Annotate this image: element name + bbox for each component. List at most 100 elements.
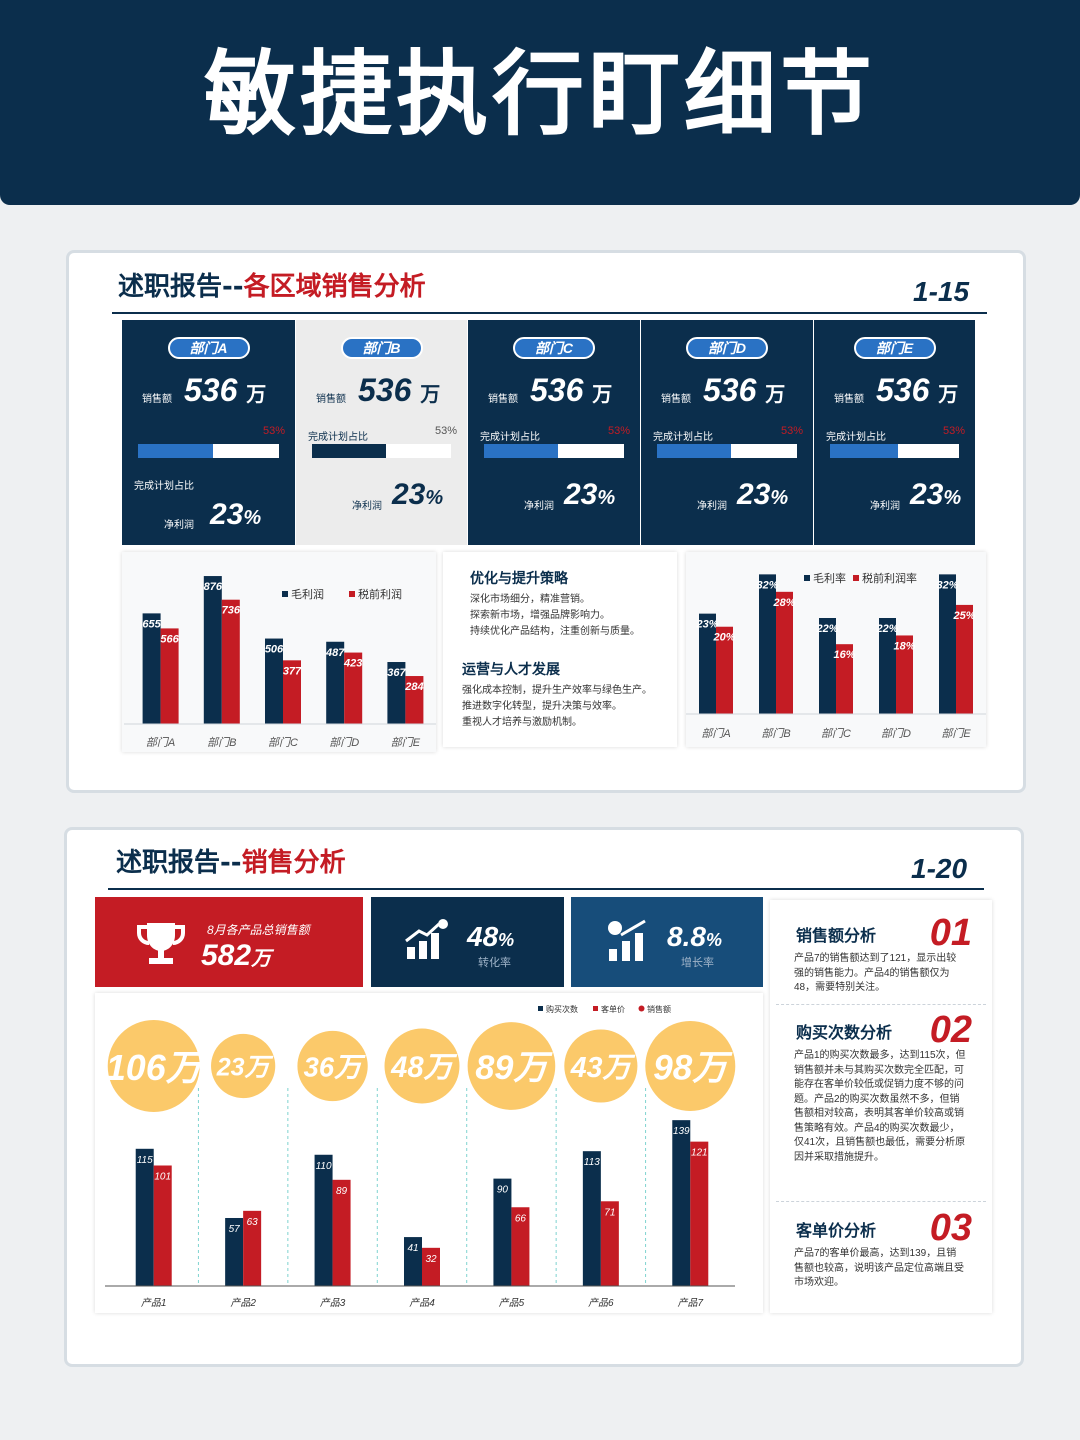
bar-客单价 bbox=[243, 1210, 262, 1286]
bar-税前利润 bbox=[221, 599, 240, 724]
bar-客单价 bbox=[422, 1247, 440, 1286]
sales-value-wrap: 536 万 bbox=[703, 372, 785, 409]
plan-progress-bar bbox=[657, 444, 797, 458]
sales-bubble-label: 106万 bbox=[106, 1048, 208, 1088]
margin-chart-panel: 23% 20% 部门A 32% 28% 部门B 22% 16% 部门C 22% 18% 部门D 32% 2… bbox=[680, 552, 990, 747]
bar-税前利润率 bbox=[896, 635, 913, 714]
profit-value: 23 bbox=[737, 478, 771, 511]
sales-bubble bbox=[467, 1022, 556, 1110]
category-label: 产品2 bbox=[230, 1297, 256, 1309]
kpi-conv-unit: % bbox=[498, 930, 515, 950]
bar-税前利润率 bbox=[716, 626, 733, 714]
data-label: 139 bbox=[673, 1126, 690, 1137]
bar-购买次数 bbox=[225, 1217, 244, 1286]
sales-bubble bbox=[297, 1030, 368, 1102]
analysis-divider bbox=[776, 1004, 986, 1005]
bar-税前利润 bbox=[405, 676, 424, 724]
bar-客单价 bbox=[153, 1165, 172, 1286]
data-label: 20% bbox=[712, 632, 735, 644]
department-name-pill: 部门A bbox=[167, 337, 250, 359]
plan-percent: 53% bbox=[434, 425, 457, 437]
analysis-number: 02 bbox=[929, 1009, 972, 1051]
strategy-list-1: 深化市场细分，精准营销。 探索新市场，增强品牌影响力。 持续优化产品结构，注重创新与… bbox=[470, 592, 640, 640]
data-label: 566 bbox=[160, 633, 179, 645]
plan-label: 完成计划占比 bbox=[134, 481, 194, 492]
kpi-conv-value-wrap: 48% bbox=[467, 921, 514, 953]
strategy-item: 持续优化产品结构，注重创新与质量。 bbox=[470, 626, 640, 637]
section1-title-main: 述职报告-- bbox=[118, 272, 244, 302]
data-label: 90 bbox=[497, 1185, 509, 1196]
sales-label: 销售额 bbox=[834, 394, 864, 405]
data-label: 487 bbox=[325, 647, 345, 659]
kpi-total-value: 582 bbox=[201, 939, 252, 972]
sales-value: 536 bbox=[530, 372, 584, 408]
data-label: 655 bbox=[142, 618, 161, 630]
legend-label: 销售额 bbox=[647, 1004, 671, 1014]
legend-swatch bbox=[638, 1005, 645, 1012]
data-label: 22% bbox=[875, 623, 898, 635]
kpi-growth-label: 增长率 bbox=[681, 957, 714, 969]
profit-unit: % bbox=[597, 487, 616, 509]
sales-bubble bbox=[211, 1033, 276, 1099]
margin-bar-chart: 23%20% 部门A 32% 28% 部门B 22% 16% 部门C 22% 18% 部门D 32% 2… bbox=[680, 571, 990, 740]
department-card: 部门D 销售额 536 万完成计划占比 53% 净利润 23% bbox=[641, 320, 813, 545]
data-label: 113 bbox=[584, 1157, 600, 1168]
banner-title: 敏捷执行盯细节 bbox=[203, 41, 876, 148]
sales-label: 销售额 bbox=[661, 394, 691, 405]
bar-毛利率 bbox=[759, 574, 776, 714]
profit-label: 净利润 bbox=[164, 520, 194, 531]
profit-value-wrap: 23% bbox=[210, 498, 261, 532]
analysis-number: 03 bbox=[929, 1207, 972, 1249]
category-label: 部门B bbox=[207, 736, 236, 749]
profit-value: 23 bbox=[564, 478, 598, 511]
plan-progress-fill bbox=[484, 444, 559, 458]
data-label: 110 bbox=[316, 1161, 332, 1172]
category-label: 部门A bbox=[146, 736, 175, 749]
bar-购买次数 bbox=[582, 1151, 601, 1286]
profit-value-wrap: 23% bbox=[564, 478, 615, 512]
bar-毛利率 bbox=[939, 574, 956, 714]
bar-毛利率 bbox=[879, 618, 896, 714]
sales-value: 536 bbox=[184, 372, 238, 408]
sales-label: 销售额 bbox=[316, 394, 346, 405]
department-card: 部门E 销售额 536 万完成计划占比 53% 净利润 23% bbox=[814, 320, 975, 545]
section2-title-red: 销售分析 bbox=[241, 848, 346, 878]
analysis-divider bbox=[776, 1201, 986, 1202]
sales-bubble-label: 23万 bbox=[216, 1054, 274, 1082]
bar-税前利润率 bbox=[836, 644, 853, 714]
bar-税前利润率 bbox=[776, 591, 793, 714]
category-label: 产品5 bbox=[499, 1297, 525, 1309]
sales-label: 销售额 bbox=[142, 394, 172, 405]
section1-title-red: 各区域销售分析 bbox=[243, 272, 426, 302]
bar-毛利润 bbox=[142, 613, 161, 724]
bar-税前利润率 bbox=[956, 604, 973, 714]
data-label: 367 bbox=[387, 667, 406, 679]
section2-page-number: 1-20 bbox=[911, 853, 968, 884]
section2-rule bbox=[108, 888, 984, 890]
bar-毛利润 bbox=[203, 576, 222, 724]
data-label: 18% bbox=[893, 640, 915, 652]
sales-value: 536 bbox=[703, 372, 757, 408]
strategy-panel: 优化与提升策略 深化市场细分，精准营销。 探索新市场，增强品牌影响力。 持续优化产品… bbox=[443, 552, 677, 747]
data-label: 32 bbox=[425, 1254, 437, 1265]
bar-客单价 bbox=[511, 1207, 530, 1286]
legend-swatch bbox=[282, 591, 288, 597]
analysis-title: 购买次数分析 bbox=[796, 1025, 893, 1042]
bar-毛利率 bbox=[819, 618, 836, 714]
sales-bubble-label: 98万 bbox=[653, 1048, 733, 1087]
profit-unit: % bbox=[943, 487, 962, 509]
section1-page-number: 1-15 bbox=[913, 276, 970, 307]
department-card: 部门B 销售额 536 万完成计划占比 53% 净利润 23% bbox=[296, 320, 467, 545]
data-label: 89 bbox=[336, 1186, 348, 1197]
profit-unit: % bbox=[770, 487, 789, 509]
sales-value-wrap: 536 万 bbox=[530, 372, 612, 409]
plan-progress-fill bbox=[312, 444, 386, 458]
category-label: 部门A bbox=[701, 727, 730, 740]
analysis-item: 购买次数分析 02 产品1的购买次数最多，达到115次，但销售额并未与其购买次数完全… bbox=[770, 1005, 992, 1202]
kpi-growth: 8.8% 增长率 bbox=[571, 897, 763, 987]
legend-label: 购买次数 bbox=[546, 1004, 578, 1014]
sales-value: 536 bbox=[876, 372, 930, 408]
legend-label: 客单价 bbox=[601, 1004, 625, 1014]
section1-title: 述职报告--各区域销售分析 bbox=[118, 266, 426, 303]
data-label: 121 bbox=[691, 1148, 708, 1159]
